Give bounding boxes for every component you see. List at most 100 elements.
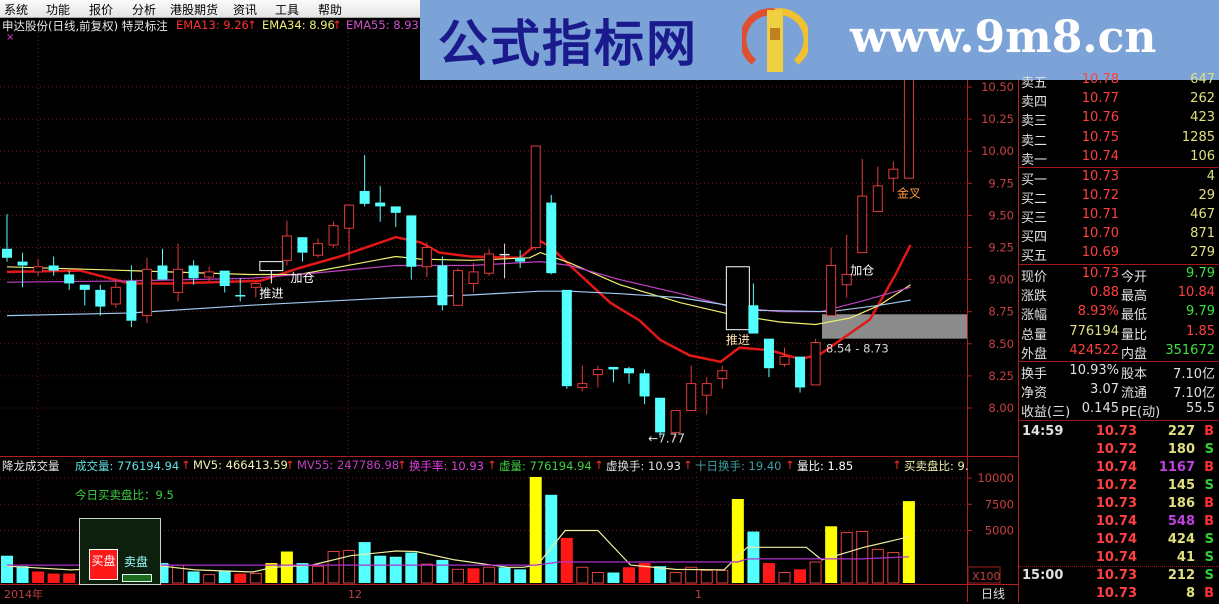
tick-row: 10.74 1167 B [1019,459,1219,478]
bid-label: 买一 [1021,173,1048,188]
volume-bar [840,532,853,584]
candle [655,397,666,438]
mv5-line [6,529,910,573]
candle-body [779,356,790,365]
candle-body [390,206,401,213]
candle [810,338,821,386]
stat-label: 净资 [1021,386,1048,402]
tick-side: B [1204,424,1214,439]
candle-body [810,342,821,386]
menu-hk-futures[interactable]: 港股期货 [170,3,219,17]
tick-row: 10.73 8 B [1019,585,1219,604]
menu-quote[interactable]: 报价 [89,3,114,17]
ask-row: 卖四 10.77 262 [1019,90,1219,110]
stat-value: 55.5 [1186,401,1215,417]
candle [328,221,339,248]
candle [857,158,868,254]
candle-body [717,370,728,379]
divider [1019,167,1219,168]
bid-label: 买四 [1021,230,1048,246]
candle [577,365,588,392]
up-arrow-icon: ↑ [487,458,497,472]
ask-volume: 262 [1190,91,1215,107]
candle-body [748,305,759,334]
candle [421,242,432,278]
menu-function[interactable]: 功能 [46,3,71,17]
candle [110,278,121,308]
volume-bar [234,573,247,583]
price-tick-label: 8.75 [988,305,1014,319]
candle-body [173,268,184,293]
ask-volume: 423 [1190,110,1215,126]
candle-body [421,247,432,268]
ask-label: 卖三 [1021,114,1048,130]
candle-body [126,280,137,321]
date-label-dec: 12 [348,588,362,601]
menu-analysis[interactable]: 分析 [132,3,157,17]
chart-annotation: ←7.77 [648,432,685,446]
ask-volume: 647 [1190,72,1215,87]
quote-row: 涨幅 8.93% 最低 9.79 [1019,303,1219,324]
period-label[interactable]: 日线 [981,587,1005,601]
bid-price: 10.73 [1081,169,1119,184]
watermark-url: www.9m8.cn [850,12,1157,63]
bid-price: 10.72 [1081,188,1119,204]
candle-body [639,373,650,397]
up-arrow-icon: ↑ [181,458,191,472]
volume-bar [871,548,884,584]
bid-label: 买三 [1021,211,1048,227]
volume-bars [1,476,915,584]
volume-tick-label: 10000 [977,471,1014,485]
chart-annotation: 加仓 [850,263,874,277]
ask-label: 卖一 [1021,152,1048,168]
stat-label: 内盘 [1121,346,1148,362]
candle [204,266,215,281]
ema34-up-arrow-icon: ↑ [332,18,342,32]
menu-tools[interactable]: 工具 [275,3,300,17]
volume-stat: 虚换手: 10.93 [606,459,681,473]
tick-row: 15:00 10.73 212 S [1019,567,1219,586]
volume-bar [778,572,791,584]
menu-system[interactable]: 系统 [4,3,29,17]
ema55-value: EMA55: 8.93 [346,18,419,32]
close-indicator-icon[interactable]: × [6,32,15,43]
volume-bar [420,563,433,584]
candle-body [795,356,806,388]
watermark-banner: 公式指标网 www.9m8.cn [420,0,1219,80]
volume-indicator-title: 降龙成交量 [2,459,60,473]
volume-bar [669,572,682,584]
tick-price: 10.74 [1095,532,1137,547]
stat-label: 涨幅 [1021,308,1048,324]
bid-row: 买五 10.69 279 [1019,244,1219,264]
candle-body [95,289,106,307]
buy-sell-box: 买盘 卖盘 [79,518,161,585]
candle-body [313,243,323,256]
sell-volume-label: 卖盘 [124,555,149,569]
candle-body [592,368,603,376]
candle [499,243,510,279]
volume-bar [887,552,900,584]
volume-bar [63,573,76,583]
stat-label: 总量 [1021,327,1048,343]
tick-price: 10.73 [1095,586,1137,601]
volume-stat: MV5: 466413.59 [193,458,288,472]
bid-row: 买二 10.72 29 [1019,187,1219,207]
candle-body [546,202,557,274]
volume-stat: 十日换手: 19.40 [695,459,782,473]
tick-row: 10.72 180 S [1019,441,1219,460]
volume-bar [187,571,200,583]
candle [452,268,463,306]
menu-news[interactable]: 资讯 [233,3,258,17]
tick-row: 10.74 41 S [1019,549,1219,568]
candle [608,366,619,383]
tick-volume: 212 [1167,568,1195,583]
quote-row: 涨跌 0.88 最高 10.84 [1019,284,1219,304]
tick-volume: 180 [1167,442,1195,457]
menu-help[interactable]: 帮助 [318,3,343,17]
candle-body [484,253,495,274]
stat-value: 1.85 [1186,323,1215,339]
candle [670,410,681,438]
volume-bar [716,569,729,584]
volume-tick-label: 5000 [985,524,1014,538]
